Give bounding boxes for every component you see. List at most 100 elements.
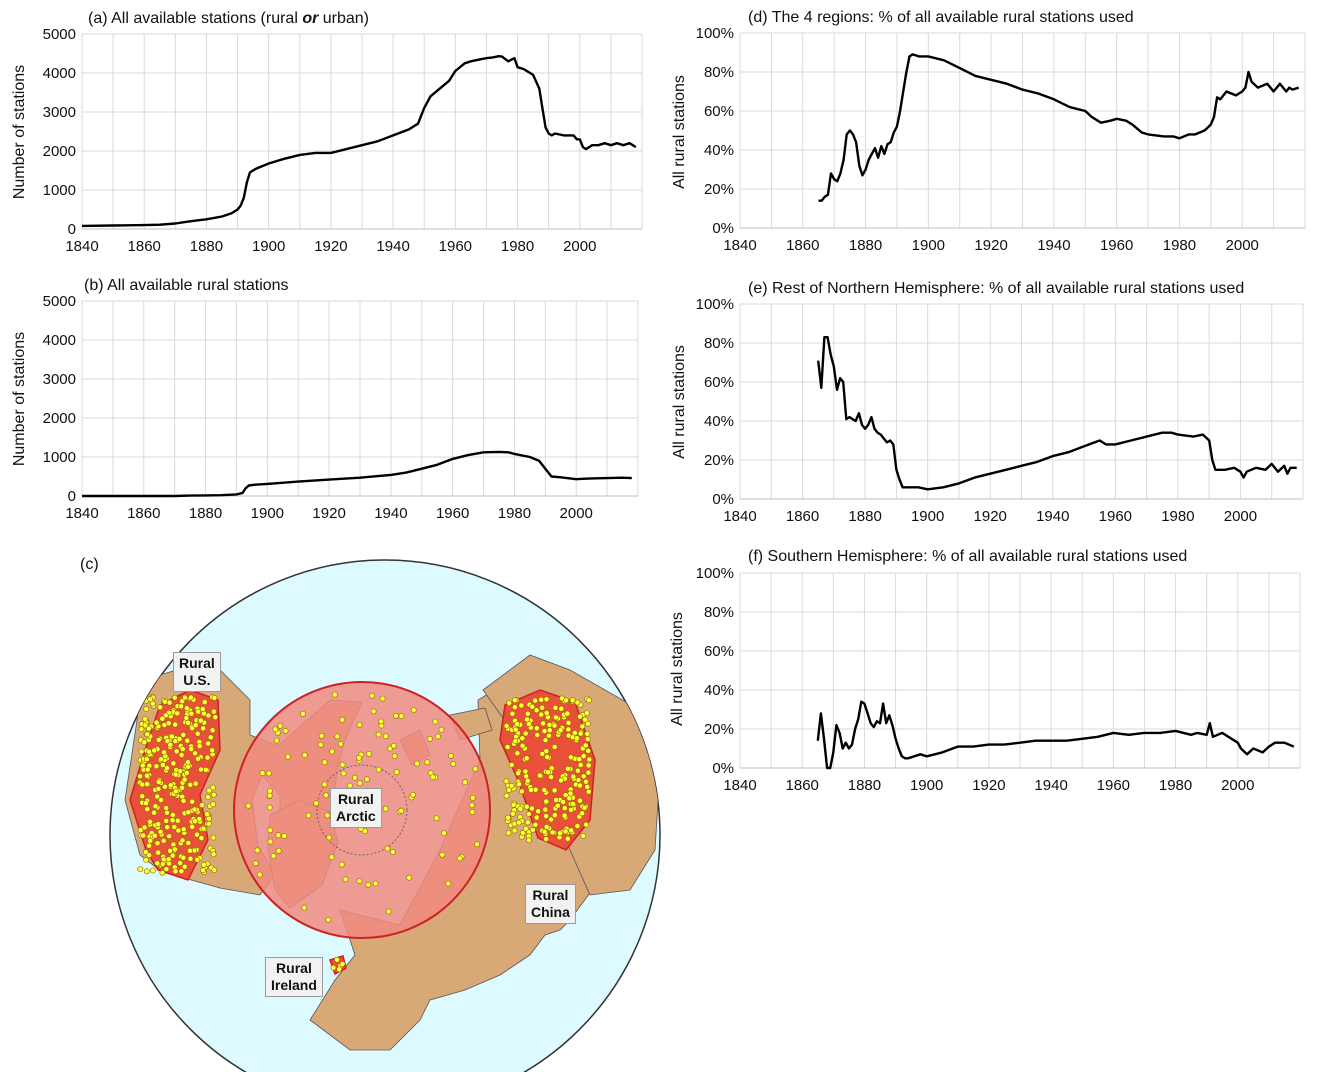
station-dot: [538, 711, 545, 718]
station-dot: [370, 708, 377, 715]
station-dot: [324, 812, 331, 819]
station-dot: [533, 725, 540, 732]
station-dot: [164, 824, 171, 831]
station-dot: [155, 849, 161, 856]
station-dot: [543, 696, 550, 703]
station-dot: [523, 803, 530, 810]
station-dot: [301, 752, 308, 758]
station-dots: [137, 691, 593, 973]
station-dot: [198, 766, 204, 773]
station-dot: [149, 700, 156, 707]
station-dot: [211, 867, 218, 873]
station-dot: [187, 855, 194, 862]
station-dot: [584, 730, 591, 737]
station-dot: [160, 856, 167, 863]
station-dot: [516, 781, 522, 787]
station-dot: [580, 832, 587, 839]
station-dot: [564, 710, 571, 717]
station-dot: [539, 704, 545, 711]
y-tick-label: 4000: [43, 332, 76, 349]
station-dot: [469, 808, 476, 815]
station-dot: [146, 852, 152, 859]
x-tick-label: 1880: [189, 505, 222, 522]
station-dot: [281, 833, 288, 839]
station-dot: [199, 802, 205, 808]
station-dot: [577, 782, 583, 789]
station-dot: [506, 787, 512, 793]
station-dot: [462, 779, 468, 786]
x-tick-label: 1860: [128, 238, 161, 255]
x-tick-label: 1860: [127, 505, 160, 522]
y-tick-label: 80%: [704, 604, 734, 621]
station-dot: [318, 732, 325, 739]
station-dot: [433, 815, 440, 822]
station-dot: [166, 699, 173, 706]
panel-d-title: (d) The 4 regions: % of all available ru…: [748, 9, 1134, 26]
station-dot: [553, 797, 559, 803]
station-dot: [398, 807, 405, 814]
station-dot: [206, 787, 213, 794]
station-dot: [195, 755, 201, 762]
station-dot: [256, 871, 263, 878]
station-dot: [389, 848, 396, 855]
x-tick-label: 1900: [252, 238, 285, 255]
station-dot: [518, 702, 525, 709]
station-dot: [210, 801, 216, 808]
station-dot: [552, 704, 559, 711]
station-dot: [339, 761, 346, 768]
station-dot: [166, 833, 172, 840]
station-dot: [187, 781, 194, 788]
map-label-rural-ireland: Rural Ireland: [265, 957, 323, 997]
station-dot: [510, 801, 517, 808]
station-dot: [574, 823, 581, 829]
station-dot: [515, 819, 522, 826]
x-tick-label: 1840: [723, 777, 756, 794]
station-dot: [143, 868, 150, 875]
station-dot: [543, 798, 550, 805]
station-dot: [375, 766, 382, 773]
station-dot: [184, 737, 191, 744]
station-dot: [519, 829, 526, 836]
x-tick-label: 1840: [65, 238, 98, 255]
station-dot: [158, 756, 164, 762]
station-dot: [582, 742, 589, 749]
station-dot: [519, 735, 526, 742]
station-dot: [378, 718, 385, 725]
station-dot: [317, 741, 324, 748]
station-dot: [200, 725, 206, 732]
station-dot: [197, 717, 204, 724]
station-dot: [564, 765, 571, 772]
station-dot: [313, 800, 320, 807]
station-dot: [334, 956, 340, 963]
y-tick-label: 3000: [43, 371, 76, 388]
station-dot: [580, 753, 587, 759]
station-dot: [448, 752, 454, 759]
station-dot: [579, 723, 586, 730]
station-dot: [543, 710, 550, 716]
station-dot: [163, 817, 170, 824]
station-dot: [201, 861, 207, 868]
station-dot: [209, 747, 215, 754]
station-dot: [170, 812, 176, 818]
station-dot: [139, 793, 146, 800]
station-dot: [524, 819, 531, 826]
station-dot: [167, 847, 173, 854]
station-dot: [384, 845, 391, 852]
station-dot: [143, 800, 149, 806]
y-tick-label: 0%: [712, 220, 734, 237]
station-dot: [138, 698, 144, 704]
station-dot: [273, 737, 280, 744]
station-dot: [265, 770, 272, 777]
station-dot: [511, 697, 518, 704]
y-tick-label: 0%: [712, 491, 734, 508]
x-tick-label: 1880: [190, 238, 223, 255]
x-tick-label: 1840: [65, 505, 98, 522]
station-dot: [180, 854, 187, 861]
station-dot: [340, 770, 347, 777]
station-dot: [585, 788, 592, 795]
station-dot: [201, 699, 208, 705]
station-dot: [519, 742, 526, 749]
y-tick-label: 5000: [43, 293, 76, 310]
station-dot: [363, 776, 370, 783]
station-dot: [143, 706, 150, 712]
